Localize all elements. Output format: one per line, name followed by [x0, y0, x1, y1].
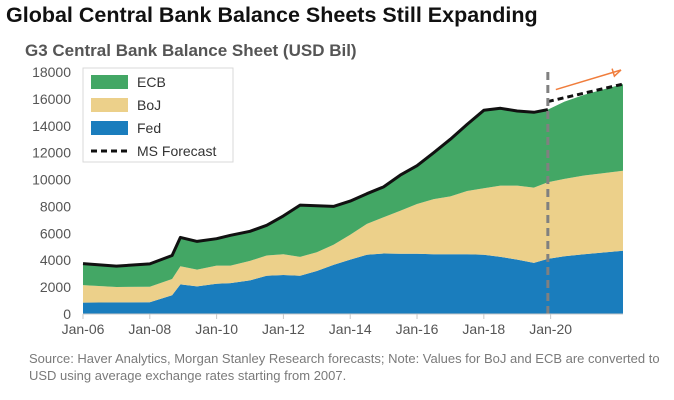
area-boj — [83, 170, 623, 303]
x-tick-label: Jan-10 — [195, 321, 238, 337]
ms-forecast-line — [547, 82, 624, 104]
x-tick-label: Jan-14 — [329, 321, 372, 337]
legend-label-boj: BoJ — [137, 97, 161, 113]
y-tick-label: 4000 — [40, 252, 71, 268]
y-tick-label: 14000 — [32, 118, 71, 134]
legend-label-fed: Fed — [137, 120, 161, 136]
y-tick-label: 12000 — [32, 145, 71, 161]
area-series-group — [83, 84, 623, 314]
chart-title: Global Central Bank Balance Sheets Still… — [6, 3, 538, 27]
line-group — [82, 68, 624, 314]
legend-swatch-fed — [91, 121, 128, 135]
y-tick-label: 6000 — [40, 225, 71, 241]
trend-arrow-head — [611, 68, 622, 78]
y-tick-label: 18000 — [32, 64, 71, 80]
total-line — [82, 106, 549, 268]
legend: ECB BoJ Fed MS Forecast — [82, 67, 234, 163]
y-tick-label: 0 — [63, 306, 71, 322]
legend-swatch-ecb — [91, 75, 128, 89]
y-tick-label: 10000 — [32, 172, 71, 188]
x-tick-label: Jan-12 — [262, 321, 305, 337]
legend-swatch-boj — [91, 98, 128, 112]
legend-label-forecast: MS Forecast — [137, 143, 216, 159]
x-tick-label: Jan-18 — [462, 321, 505, 337]
axes-group: 0 2000 4000 6000 8000 10000 12000 14000 16000 180… — [32, 64, 623, 337]
y-tick-label: 16000 — [32, 91, 71, 107]
source-note: Source: Haver Analytics, Morgan Stanley … — [29, 351, 660, 383]
area-fed — [83, 250, 623, 314]
trend-arrow — [555, 69, 622, 91]
x-tick-label: Jan-06 — [62, 321, 105, 337]
x-tick-label: Jan-16 — [396, 321, 439, 337]
legend-label-ecb: ECB — [137, 74, 166, 90]
y-tick-label: 8000 — [40, 198, 71, 214]
x-tick-label: Jan-08 — [128, 321, 171, 337]
area-ecb — [83, 84, 623, 287]
chart-subtitle: G3 Central Bank Balance Sheet (USD Bil) — [25, 41, 357, 60]
y-tick-label: 2000 — [40, 279, 71, 295]
x-tick-label: Jan-20 — [529, 321, 572, 337]
